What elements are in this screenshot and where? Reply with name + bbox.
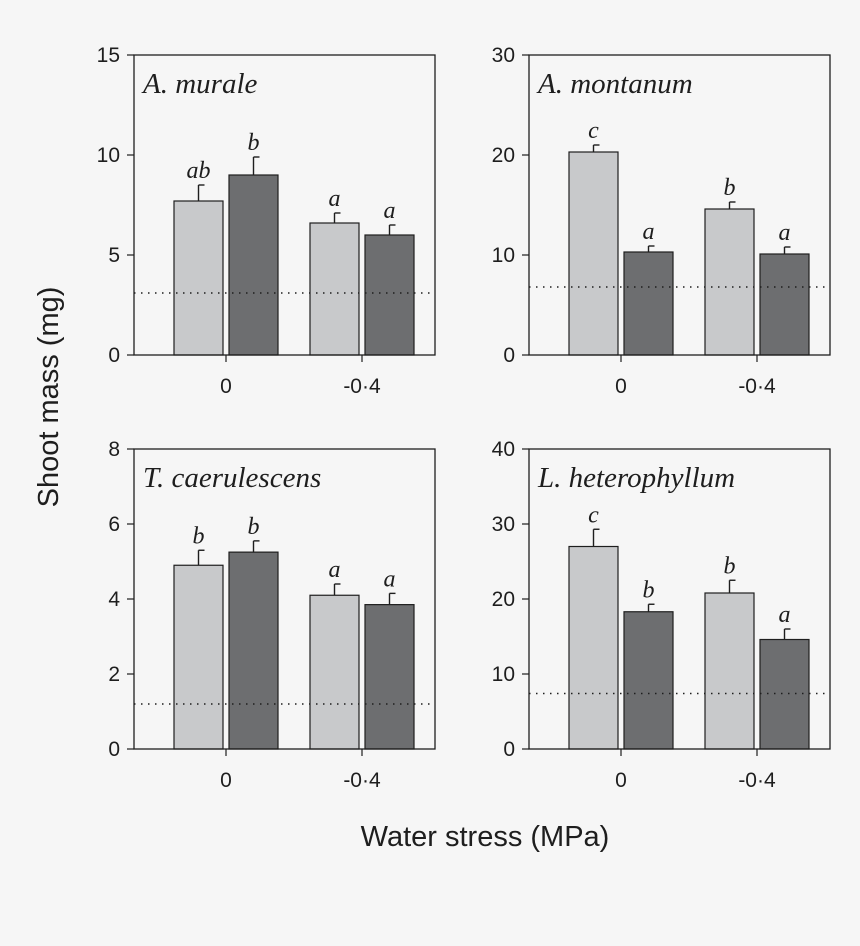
- x-tick-label: -0·4: [738, 769, 776, 792]
- significance-letter: b: [724, 553, 736, 579]
- bar: [623, 611, 674, 750]
- x-tick-label: 0: [615, 375, 627, 398]
- bar: [704, 592, 755, 750]
- y-tick-label: 0: [503, 738, 515, 761]
- y-tick-label: 40: [492, 438, 515, 461]
- significance-letter: b: [724, 175, 736, 201]
- significance-letter: ab: [187, 158, 211, 184]
- panel-title: T. caerulescens: [143, 462, 321, 494]
- panel-3: b b 0 a a -0·4 0 2 4 6 8 T. caerulescens: [108, 438, 436, 792]
- x-tick-label: 0: [220, 769, 232, 792]
- panel-title: L. heterophyllum: [537, 462, 735, 494]
- y-tick-label: 15: [97, 44, 120, 67]
- y-tick-label: 30: [492, 44, 515, 67]
- significance-letter: a: [384, 198, 396, 224]
- bar: [309, 594, 360, 750]
- significance-letter: a: [329, 557, 341, 583]
- panel-1: ab b 0 a a -0·4 0 5 10 15 A. murale: [97, 44, 436, 398]
- y-tick-label: 0: [503, 344, 515, 367]
- x-tick-label: 0: [220, 375, 232, 398]
- y-tick-label: 10: [492, 244, 515, 267]
- y-tick-label: 5: [108, 244, 120, 267]
- panel-2: c a 0 b a -0·4 0 10 20 30 A. montanum: [492, 44, 831, 398]
- y-axis-title: Shoot mass (mg): [33, 287, 65, 508]
- y-tick-label: 10: [492, 663, 515, 686]
- significance-letter: a: [643, 219, 655, 245]
- y-tick-label: 30: [492, 513, 515, 536]
- y-tick-label: 10: [97, 144, 120, 167]
- y-tick-label: 0: [108, 344, 120, 367]
- significance-letter: c: [588, 502, 599, 528]
- bar: [568, 151, 619, 356]
- bar: [759, 253, 810, 356]
- bar: [623, 251, 674, 356]
- y-tick-label: 20: [492, 144, 515, 167]
- bar: [364, 234, 415, 356]
- bar: [228, 551, 279, 750]
- significance-letter: b: [248, 514, 260, 540]
- panel-4: c b 0 b a -0·4 0 10 20 30 40 L. heterophyllum: [492, 438, 831, 792]
- significance-letter: a: [779, 220, 791, 246]
- significance-letter: c: [588, 118, 599, 144]
- significance-letter: b: [643, 577, 655, 603]
- panel-title: A. montanum: [536, 68, 693, 100]
- bar: [228, 174, 279, 356]
- x-tick-label: 0: [615, 769, 627, 792]
- x-axis-title: Water stress (MPa): [361, 821, 610, 853]
- bar: [364, 604, 415, 750]
- plot-frame: [528, 54, 831, 356]
- y-tick-label: 2: [108, 663, 120, 686]
- y-tick-label: 20: [492, 588, 515, 611]
- significance-letter: a: [329, 186, 341, 212]
- y-tick-label: 0: [108, 738, 120, 761]
- x-tick-label: -0·4: [343, 769, 381, 792]
- y-tick-label: 8: [108, 438, 120, 461]
- x-tick-label: -0·4: [738, 375, 776, 398]
- bar: [704, 208, 755, 356]
- significance-letter: b: [248, 130, 260, 156]
- x-tick-label: -0·4: [343, 375, 381, 398]
- plot-frame: [133, 54, 436, 356]
- panel-title: A. murale: [141, 68, 258, 100]
- bar: [173, 564, 224, 750]
- bar: [173, 200, 224, 356]
- significance-letter: a: [384, 566, 396, 592]
- significance-letter: b: [193, 523, 205, 549]
- significance-letter: a: [779, 602, 791, 628]
- y-tick-label: 4: [108, 588, 120, 611]
- bar: [309, 222, 360, 356]
- bar: [568, 545, 619, 750]
- y-tick-label: 6: [108, 513, 120, 536]
